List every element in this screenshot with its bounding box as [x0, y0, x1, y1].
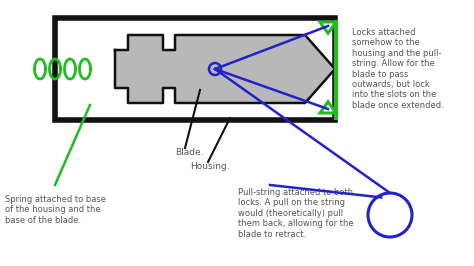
Polygon shape	[115, 35, 335, 103]
Text: Spring attached to base
of the housing and the
base of the blade.: Spring attached to base of the housing a…	[5, 195, 106, 225]
Polygon shape	[320, 22, 336, 33]
Polygon shape	[320, 102, 336, 113]
Text: Locks attached
somehow to the
housing and the pull-
string. Allow for the
blade : Locks attached somehow to the housing an…	[352, 28, 444, 110]
Text: Blade.: Blade.	[175, 148, 203, 157]
Bar	[55, 18, 335, 120]
Text: Housing.: Housing.	[190, 162, 229, 171]
Text: Pull-string attached to both
locks. A pull on the string
would (theoretically) p: Pull-string attached to both locks. A pu…	[238, 188, 354, 239]
